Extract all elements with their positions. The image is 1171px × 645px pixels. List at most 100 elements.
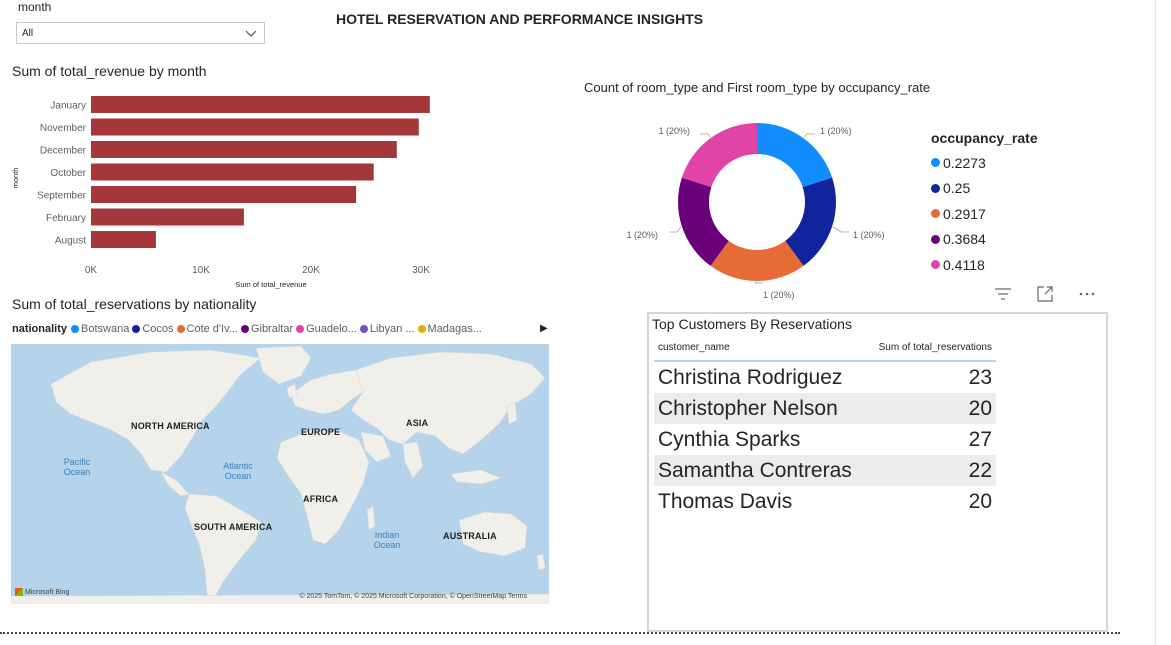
map-legend-label: Botswana — [81, 323, 130, 335]
legend-dot-icon — [931, 209, 940, 219]
customer-name-cell: Christina Rodriguez — [658, 366, 843, 389]
nationality-map[interactable]: NORTH AMERICA EUROPE ASIA AFRICA SOUTH A… — [11, 344, 549, 604]
donut-legend: occupancy_rate 0.2273 0.25 0.2917 0.3684 0.4… — [931, 130, 1038, 278]
month-slicer-dropdown[interactable]: All — [16, 22, 265, 44]
donut-slice-0.25[interactable] — [785, 177, 836, 266]
bar-category-label: December — [40, 146, 87, 157]
legend-item-0.25[interactable]: 0.25 — [931, 176, 1038, 202]
total-reservations-cell: 20 — [968, 490, 992, 513]
column-header-customer-name[interactable]: customer_name — [658, 342, 730, 353]
legend-item-0.4118[interactable]: 0.4118 — [931, 252, 1038, 278]
table-row[interactable]: Samantha Contreras 22 — [654, 455, 996, 486]
map-copyright[interactable]: © 2025 TomTom, © 2025 Microsoft Corporat… — [299, 593, 527, 600]
donut-leader-line — [669, 226, 682, 233]
page-title: HOTEL RESERVATION AND PERFORMANCE INSIGH… — [336, 11, 704, 27]
x-axis-title: Sum of total_revenue — [235, 280, 306, 289]
x-tick-label: 10K — [192, 265, 210, 276]
legend-dot-icon — [931, 158, 940, 168]
donut-slice-0.4118[interactable] — [681, 123, 757, 188]
visual-header-icons — [992, 284, 1098, 304]
pacific-ocean-label: Pacific Ocean — [63, 457, 91, 477]
map-legend-item[interactable]: Libyan ... — [359, 323, 415, 335]
total-reservations-cell: 27 — [968, 428, 992, 451]
table-row[interactable]: Thomas Davis 20 — [654, 486, 996, 517]
donut-data-label: 1 (20%) — [626, 230, 658, 240]
bar-september[interactable] — [91, 186, 357, 203]
donut-leader-line — [700, 133, 711, 138]
legend-item-0.3684[interactable]: 0.3684 — [931, 227, 1038, 253]
map-legend-item[interactable]: Guadelo... — [296, 323, 357, 335]
map-legend-item[interactable]: Cocos — [132, 323, 174, 335]
table-title: Top Customers By Reservations — [652, 316, 852, 332]
donut-leader-line — [832, 226, 849, 233]
legend-dot-icon — [240, 325, 249, 333]
customer-name-cell: Cynthia Sparks — [658, 428, 801, 451]
legend-dot-icon — [417, 325, 426, 333]
map-legend-item[interactable]: Cote d'Iv... — [176, 323, 238, 335]
donut-slice-0.3684[interactable] — [678, 177, 729, 266]
legend-item-label: 0.3684 — [943, 231, 986, 248]
north-america-label: NORTH AMERICA — [131, 421, 210, 431]
occupancy-donut-chart[interactable]: 1 (20%) 1 (20%) 1 (20%) 1 (20%) 1 (20%) — [600, 104, 920, 304]
bar-february[interactable] — [91, 208, 244, 226]
europe-label: EUROPE — [301, 427, 341, 437]
bar-january[interactable] — [91, 96, 430, 113]
bar-october[interactable] — [91, 163, 374, 181]
legend-item-0.2917[interactable]: 0.2917 — [931, 201, 1038, 227]
legend-dot-icon — [931, 260, 940, 270]
legend-dot-icon — [359, 325, 368, 333]
bar-december[interactable] — [91, 141, 397, 158]
legend-item-label: 0.25 — [943, 180, 971, 197]
legend-item-0.2273[interactable]: 0.2273 — [931, 150, 1038, 176]
donut-leader-line — [803, 133, 815, 138]
legend-next-arrow-icon[interactable]: ▶ — [540, 323, 548, 334]
map-legend-item[interactable]: Gibraltar — [240, 323, 294, 335]
bar-november[interactable] — [91, 118, 419, 136]
bar-category-label: November — [40, 123, 87, 134]
x-tick-label: 20K — [302, 265, 320, 276]
australia-label: AUSTRALIA — [443, 531, 497, 541]
total-reservations-cell: 23 — [968, 366, 992, 389]
map-title: Sum of total_reservations by nationality — [12, 296, 257, 312]
africa-label: AFRICA — [303, 494, 339, 504]
table-row[interactable]: Cynthia Sparks 27 — [654, 424, 996, 455]
donut-data-label: 1 (20%) — [763, 290, 795, 300]
bar-category-label: February — [46, 213, 86, 224]
bar-category-label: October — [50, 168, 86, 179]
south-america-label: SOUTH AMERICA — [194, 522, 273, 532]
more-options-icon[interactable] — [1076, 284, 1098, 304]
canvas-border — [1155, 0, 1156, 645]
top-customers-table[interactable]: Top Customers By Reservations customer_n… — [647, 312, 1108, 632]
filter-icon[interactable] — [992, 284, 1014, 304]
map-legend-item[interactable]: Botswana — [71, 323, 129, 335]
legend-dot-icon — [931, 234, 940, 244]
donut-leader-line — [754, 281, 763, 284]
donut-slice-0.2273[interactable] — [757, 123, 833, 188]
bar-category-label: August — [55, 236, 86, 247]
bar-category-label: September — [37, 191, 87, 202]
column-header-total-reservations[interactable]: Sum of total_reservations — [878, 342, 992, 353]
legend-dot-icon — [176, 325, 185, 333]
focus-mode-icon[interactable] — [1034, 284, 1056, 304]
customer-name-cell: Samantha Contreras — [658, 459, 852, 482]
bar-august[interactable] — [91, 231, 156, 248]
donut-slice-0.2917[interactable] — [710, 240, 804, 281]
revenue-bar-chart[interactable]: January November December October September F… — [8, 88, 448, 293]
month-slicer-value: All — [22, 28, 34, 39]
map-legend: nationality Botswana Cocos Cote d'Iv... Gib… — [12, 323, 552, 335]
world-landmass — [11, 345, 549, 604]
customer-name-cell: Thomas Davis — [658, 490, 793, 513]
chevron-down-icon — [245, 30, 257, 37]
table-header: customer_name Sum of total_reservations — [654, 336, 996, 362]
map-legend-item[interactable]: Madagas... — [417, 323, 482, 335]
table-row[interactable]: Christopher Nelson 20 — [654, 393, 996, 424]
x-tick-label: 30K — [412, 265, 430, 276]
total-reservations-cell: 22 — [968, 459, 992, 482]
map-legend-label: Gibraltar — [250, 323, 294, 335]
legend-dot-icon — [296, 325, 305, 333]
atlantic-ocean-label: Atlantic Ocean — [223, 461, 253, 481]
donut-legend-title: occupancy_rate — [931, 130, 1038, 146]
donut-data-label: 1 (20%) — [853, 230, 885, 240]
legend-item-label: 0.4118 — [943, 256, 985, 273]
table-row[interactable]: Christina Rodriguez 23 — [654, 362, 996, 393]
